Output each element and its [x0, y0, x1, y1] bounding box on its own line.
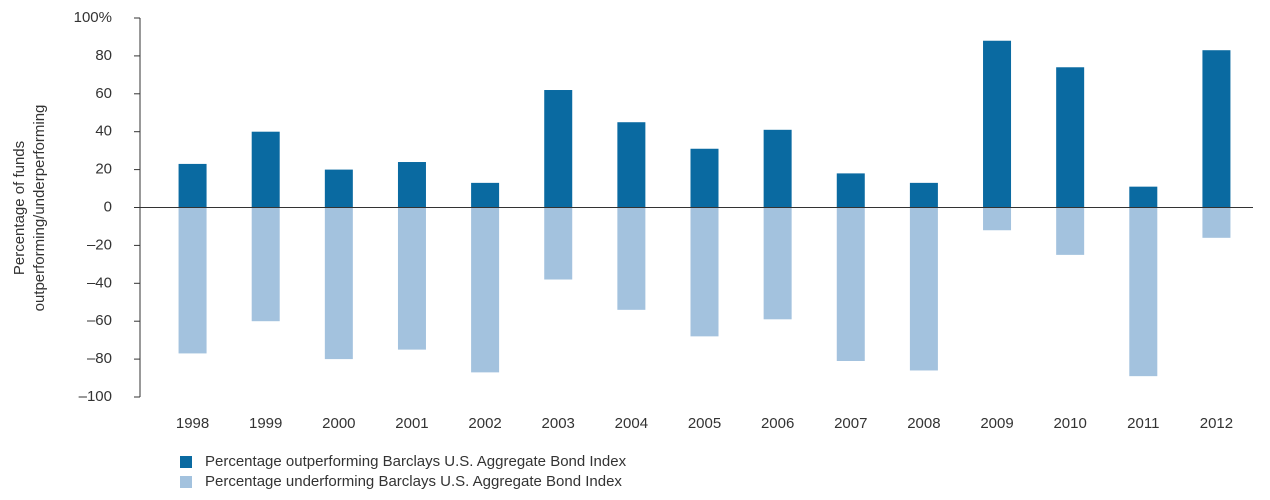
x-tick-label: 2010 — [1053, 415, 1086, 432]
y-axis-label: outperforming/underperforming — [31, 105, 48, 312]
x-tick-label: 2006 — [761, 415, 794, 432]
bar — [836, 207, 865, 361]
bar — [324, 169, 353, 208]
x-tick-label: 2005 — [688, 415, 721, 432]
y-tick-label: –80 — [87, 350, 112, 367]
bar — [251, 131, 280, 208]
bar — [1202, 50, 1231, 208]
bar — [397, 162, 426, 208]
y-tick-label: 80 — [95, 47, 112, 64]
bar — [178, 207, 207, 354]
x-tick-label: 2008 — [907, 415, 940, 432]
legend-label: Percentage outperforming Barclays U.S. A… — [205, 453, 627, 470]
y-axis-label: Percentage of funds — [11, 141, 28, 275]
bar — [763, 129, 792, 208]
bar — [690, 148, 719, 208]
bar — [544, 207, 573, 280]
bar — [544, 90, 573, 208]
bar — [397, 207, 426, 350]
x-tick-label: 2002 — [468, 415, 501, 432]
y-tick-label: –40 — [87, 274, 112, 291]
legend-label: Percentage underforming Barclays U.S. Ag… — [205, 473, 622, 490]
x-tick-label: 2011 — [1127, 415, 1159, 432]
bar — [763, 207, 792, 320]
y-tick-label: –20 — [87, 236, 112, 253]
bar — [909, 182, 938, 208]
y-tick-label: 60 — [95, 85, 112, 102]
bar — [471, 182, 500, 208]
bar — [909, 207, 938, 371]
x-tick-label: 2012 — [1200, 415, 1233, 432]
bar — [983, 207, 1012, 231]
bar — [1129, 186, 1158, 208]
x-tick-label: 2000 — [322, 415, 355, 432]
legend-swatch — [180, 476, 192, 488]
y-tick-label: –60 — [87, 312, 112, 329]
y-tick-label: 0 — [104, 198, 112, 215]
bar — [617, 207, 646, 310]
y-tick-label: 40 — [95, 123, 112, 140]
bar — [836, 173, 865, 208]
bar — [1202, 207, 1231, 238]
x-tick-label: 2009 — [980, 415, 1013, 432]
x-tick-label: 2001 — [395, 415, 428, 432]
x-tick-label: 2003 — [542, 415, 575, 432]
bar — [178, 163, 207, 208]
bar — [471, 207, 500, 373]
legend-swatch — [180, 456, 192, 468]
x-tick-label: 2004 — [615, 415, 648, 432]
y-tick-label: 100% — [74, 9, 112, 26]
bar — [324, 207, 353, 360]
y-tick-label: –100 — [79, 388, 112, 405]
bar — [983, 40, 1012, 208]
x-tick-label: 1999 — [249, 415, 282, 432]
bar — [1129, 207, 1158, 377]
bar — [1056, 67, 1085, 208]
x-tick-label: 2007 — [834, 415, 867, 432]
bar — [617, 122, 646, 208]
bar — [1056, 207, 1085, 255]
bar — [251, 207, 280, 322]
x-tick-label: 1998 — [176, 415, 209, 432]
y-tick-label: 20 — [95, 161, 112, 178]
bar — [690, 207, 719, 337]
